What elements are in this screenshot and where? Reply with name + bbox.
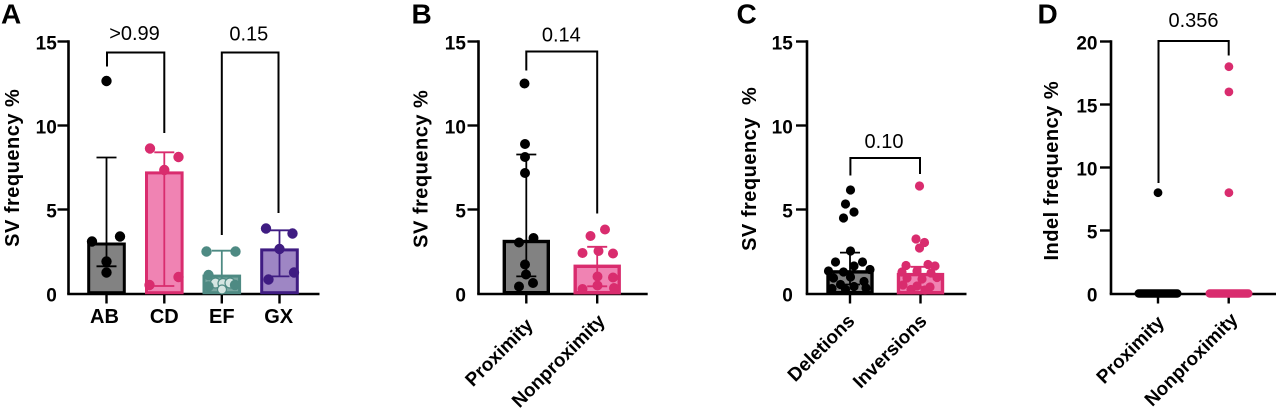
svg-text:D: D bbox=[1038, 0, 1058, 30]
svg-text:15: 15 bbox=[772, 34, 794, 55]
svg-text:SV frequency %: SV frequency % bbox=[739, 87, 761, 251]
svg-text:0: 0 bbox=[1087, 286, 1098, 307]
svg-text:CD: CD bbox=[150, 306, 179, 328]
svg-text:EF: EF bbox=[209, 306, 235, 328]
svg-text:C: C bbox=[737, 0, 757, 30]
svg-text:GX: GX bbox=[264, 306, 294, 328]
svg-text:10: 10 bbox=[445, 118, 466, 139]
svg-text:5: 5 bbox=[1087, 223, 1098, 244]
svg-text:AB: AB bbox=[90, 306, 119, 328]
svg-text:Indel frequency %: Indel frequency % bbox=[1041, 81, 1063, 261]
svg-text:15: 15 bbox=[36, 34, 58, 55]
svg-text:SV frequency %: SV frequency % bbox=[411, 90, 433, 248]
svg-text:15: 15 bbox=[1076, 97, 1098, 118]
svg-text:5: 5 bbox=[46, 202, 57, 223]
svg-text:15: 15 bbox=[445, 34, 467, 55]
svg-text:10: 10 bbox=[772, 118, 793, 139]
svg-text:0.10: 0.10 bbox=[865, 131, 904, 153]
svg-text:>0.99: >0.99 bbox=[109, 23, 160, 45]
svg-text:SV frequency %: SV frequency % bbox=[2, 89, 24, 247]
svg-text:0: 0 bbox=[782, 286, 793, 307]
svg-text:20: 20 bbox=[1076, 34, 1097, 55]
svg-text:5: 5 bbox=[782, 202, 793, 223]
svg-text:10: 10 bbox=[1076, 160, 1097, 181]
svg-text:A: A bbox=[1, 0, 21, 30]
svg-text:0.14: 0.14 bbox=[542, 24, 581, 46]
svg-text:5: 5 bbox=[455, 202, 466, 223]
svg-text:0: 0 bbox=[46, 286, 57, 307]
svg-text:B: B bbox=[412, 0, 432, 30]
svg-text:0: 0 bbox=[455, 286, 466, 307]
svg-text:0.15: 0.15 bbox=[229, 24, 268, 46]
svg-text:0.356: 0.356 bbox=[1168, 10, 1218, 32]
svg-text:10: 10 bbox=[36, 118, 57, 139]
